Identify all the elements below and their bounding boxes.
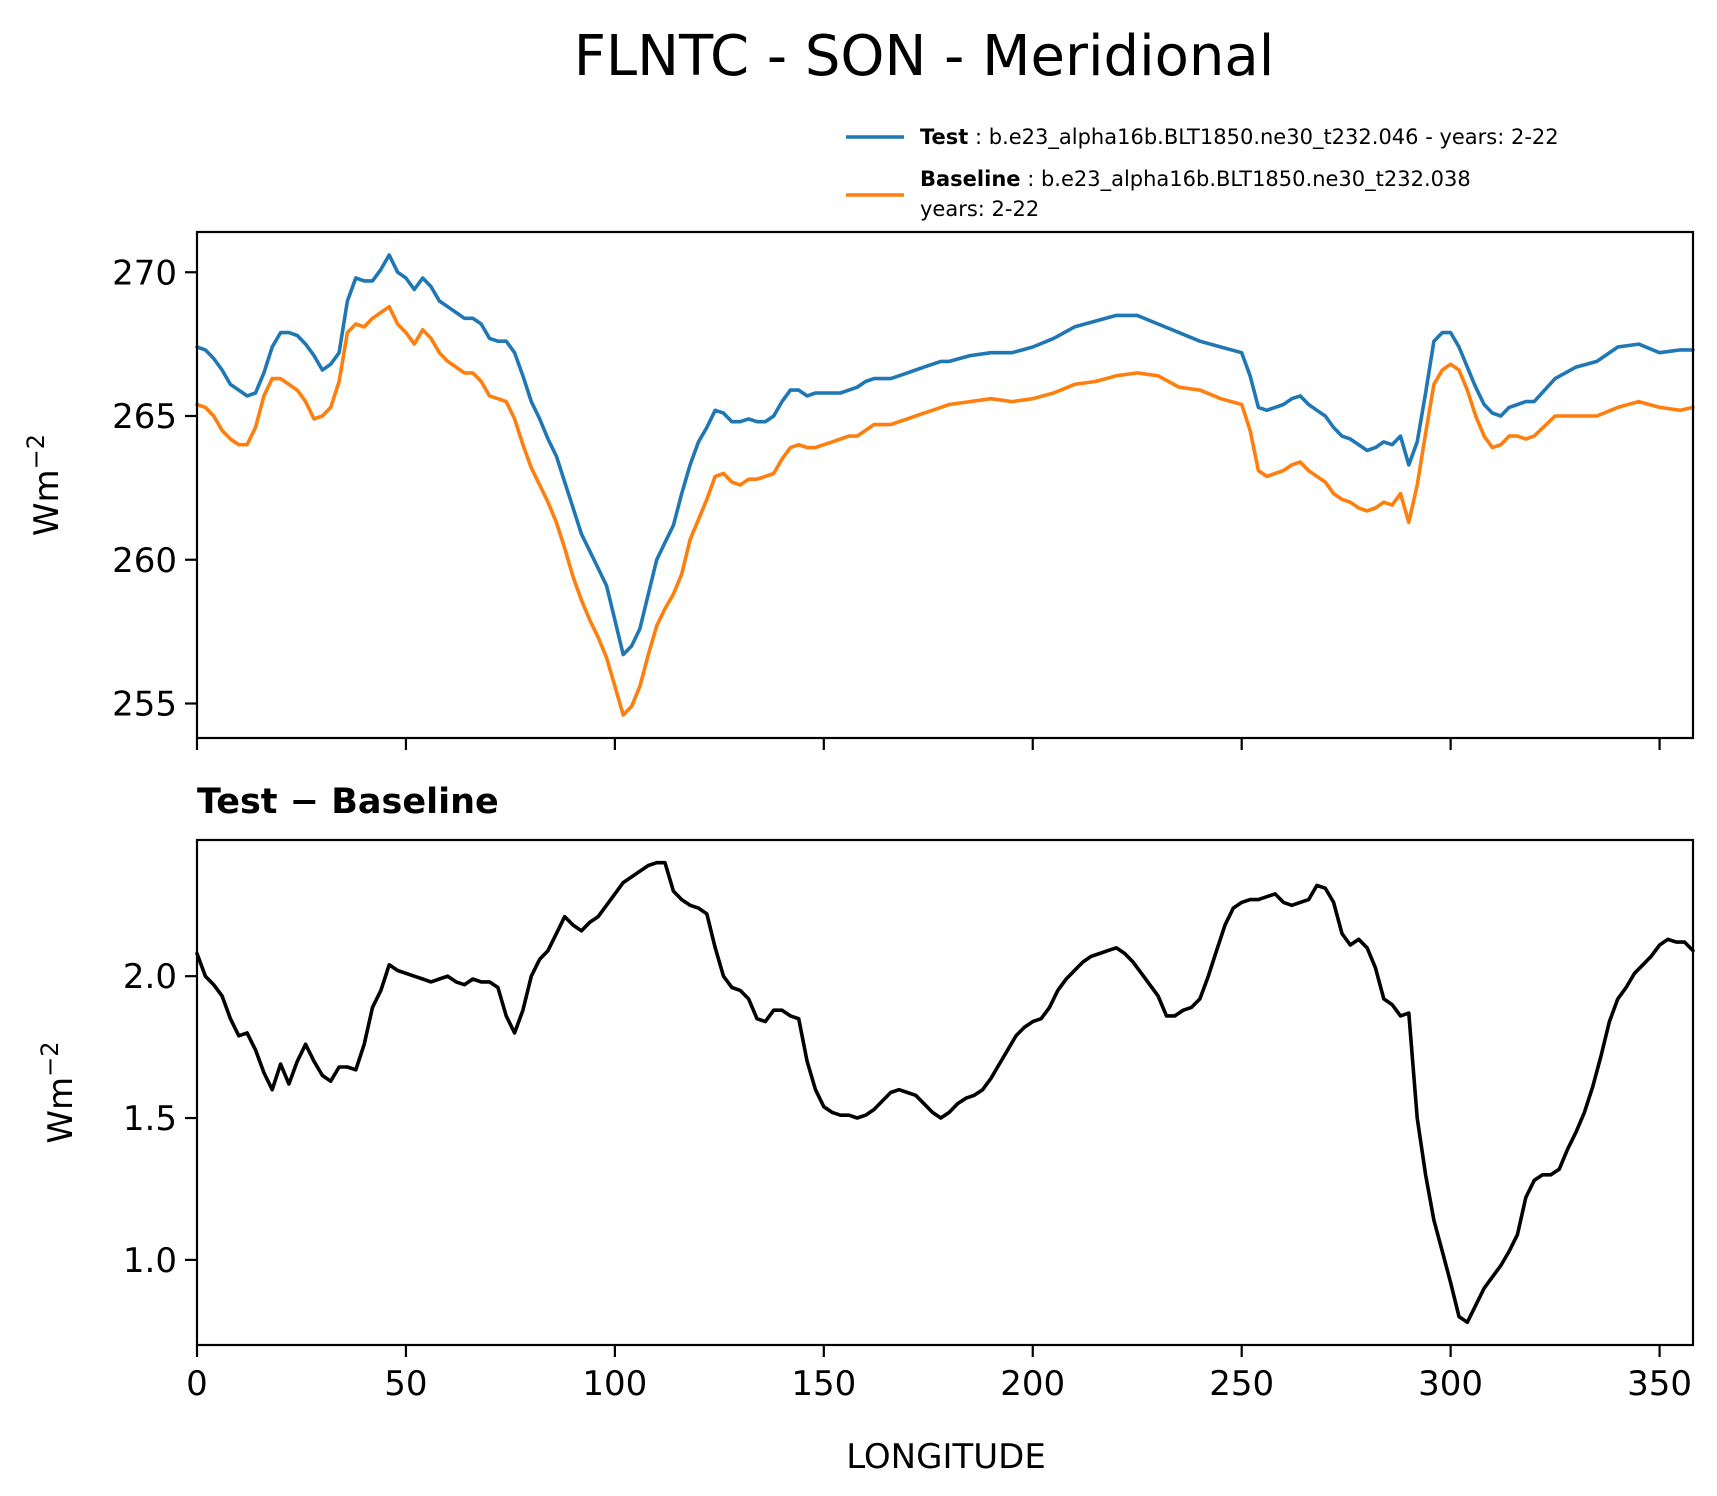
top-y-tick-label: 270	[112, 253, 177, 293]
figure-title: FLNTC - SON - Meridional	[574, 24, 1275, 89]
bottom-x-tick-label: 0	[186, 1364, 208, 1404]
bottom-x-tick-label: 200	[1000, 1364, 1065, 1404]
top-panel-test-vs-baseline: 255 260 265 270 Wm−2	[22, 230, 1695, 750]
legend-baseline-label: Baseline : b.e23_alpha16b.BLT1850.ne30_t…	[920, 167, 1471, 192]
test-series-line	[195, 253, 1695, 657]
bottom-y-axis-label: Wm−2	[36, 1041, 81, 1143]
bottom-x-tick-label: 150	[791, 1364, 856, 1404]
baseline-series-line	[195, 304, 1695, 717]
top-y-tick-label: 260	[112, 541, 177, 581]
bottom-x-tick-label: 300	[1418, 1364, 1483, 1404]
bottom-x-tick-label: 50	[384, 1364, 427, 1404]
legend-baseline-label-line2: years: 2-22	[920, 197, 1039, 221]
difference-series-line	[195, 860, 1695, 1325]
top-axes-frame	[195, 230, 1695, 740]
bottom-x-tick-label: 250	[1209, 1364, 1274, 1404]
top-y-tick-label: 265	[112, 397, 177, 437]
bottom-x-tick-label: 350	[1627, 1364, 1692, 1404]
bottom-axes-frame	[195, 838, 1695, 1347]
legend-test-label: Test : b.e23_alpha16b.BLT1850.ne30_t232.…	[920, 125, 1559, 150]
bottom-panel-difference: 0 50 100 150 200 250 300 350 1.0 1.5 2.0 Wm−2	[36, 838, 1695, 1404]
legend: Test : b.e23_alpha16b.BLT1850.ne30_t232.…	[846, 125, 1559, 221]
x-axis-label: LONGITUDE	[846, 1437, 1046, 1477]
top-y-axis-label: Wm−2	[22, 434, 67, 536]
difference-panel-title: Test − Baseline	[197, 782, 499, 822]
bottom-y-tick-label: 2.0	[123, 957, 177, 997]
bottom-y-tick-label: 1.5	[123, 1099, 177, 1139]
bottom-x-tick-label: 100	[582, 1364, 647, 1404]
top-y-tick-label: 255	[112, 685, 177, 725]
bottom-y-tick-label: 1.0	[123, 1241, 177, 1281]
